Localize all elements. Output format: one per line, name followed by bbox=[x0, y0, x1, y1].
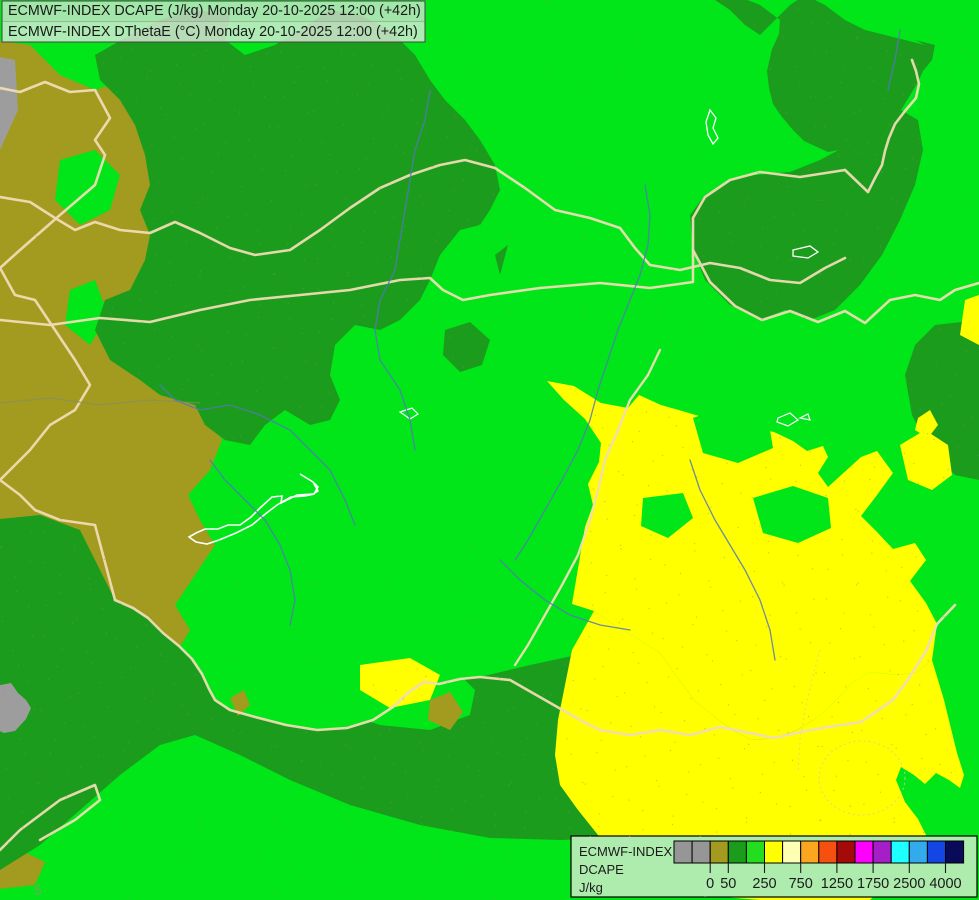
svg-text:ECMWF-INDEX DThetaE (°C) Monda: ECMWF-INDEX DThetaE (°C) Monday 20-10-20… bbox=[8, 24, 418, 40]
svg-text:ECMWF-INDEX DCAPE (J/kg) Monda: ECMWF-INDEX DCAPE (J/kg) Monday 20-10-20… bbox=[8, 3, 421, 19]
svg-text:1250: 1250 bbox=[821, 876, 853, 892]
svg-text:2500: 2500 bbox=[893, 876, 925, 892]
svg-text:ECMWF-INDEX: ECMWF-INDEX bbox=[579, 844, 672, 859]
svg-text:250: 250 bbox=[752, 876, 776, 892]
svg-text:0: 0 bbox=[706, 876, 714, 892]
svg-text:1750: 1750 bbox=[857, 876, 889, 892]
svg-text:DCAPE: DCAPE bbox=[579, 862, 624, 877]
svg-text:750: 750 bbox=[789, 876, 813, 892]
svg-text:J/kg: J/kg bbox=[579, 880, 603, 895]
svg-text:50: 50 bbox=[720, 876, 736, 892]
svg-text:4000: 4000 bbox=[929, 876, 961, 892]
